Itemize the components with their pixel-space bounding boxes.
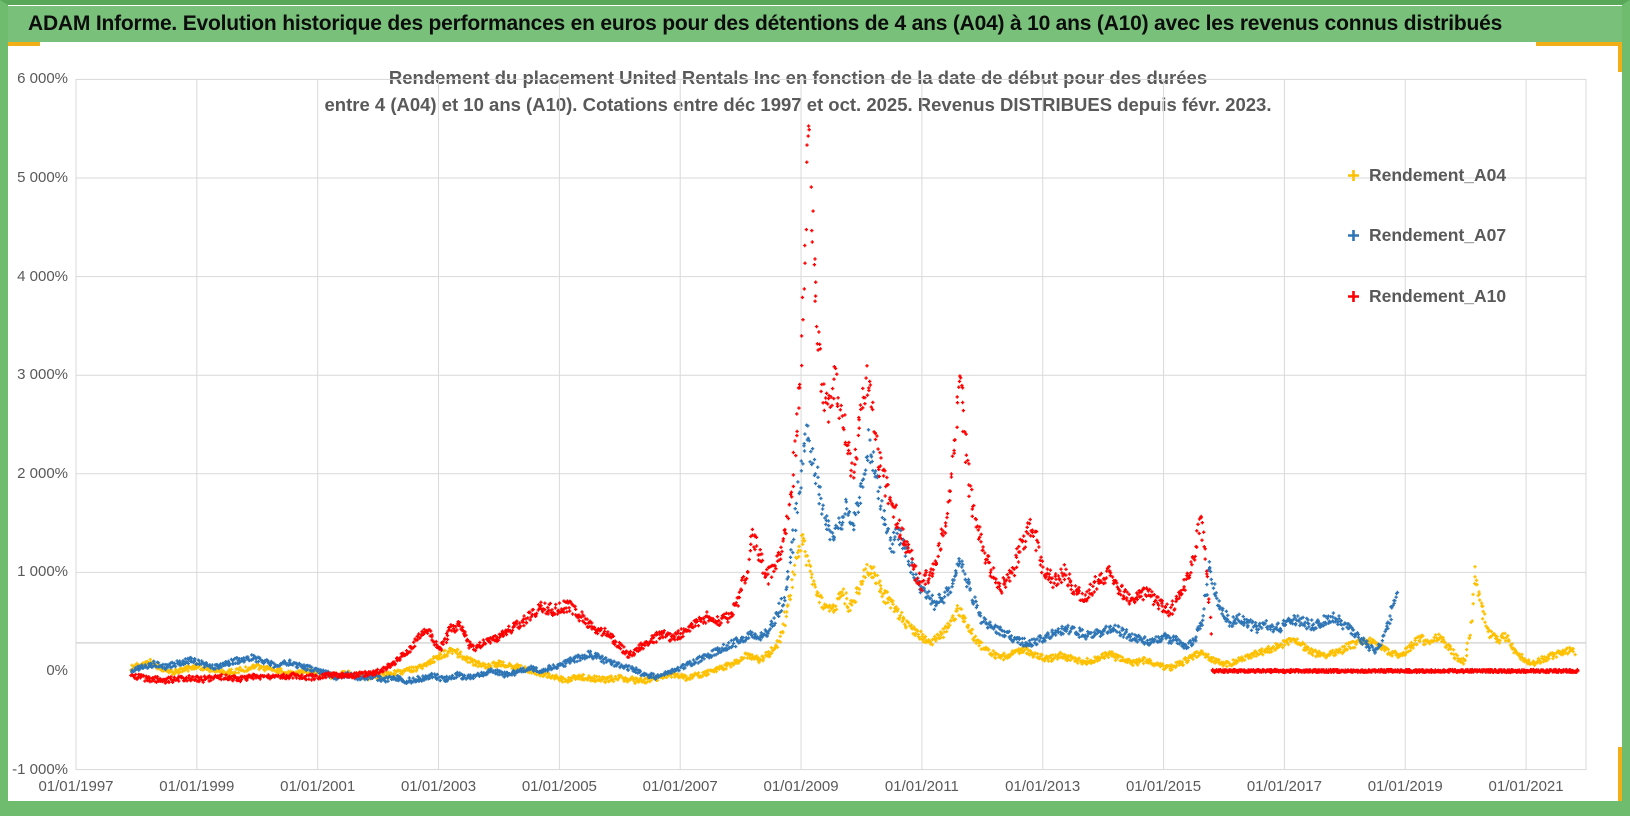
x-axis-label: 01/01/1999 [159, 777, 235, 795]
plot-area[interactable] [8, 42, 1622, 806]
series-rendement_a04[interactable] [129, 533, 1577, 685]
chart-title-line1: Rendement du placement United Rentals In… [388, 67, 1208, 88]
y-axis-label: -1 000% [12, 760, 68, 778]
chart-title: Rendement du placement United Rentals In… [68, 64, 1528, 118]
gold-corner-top-right-edge [1618, 42, 1622, 72]
y-axis-label: 5 000% [17, 169, 68, 186]
y-axis-label: 4 000% [17, 267, 68, 285]
y-axis-label: 1 000% [17, 563, 68, 581]
x-axis-label: 01/01/2013 [1005, 777, 1081, 795]
gold-corner-top-right [1536, 42, 1622, 46]
x-axis-label: 01/01/2005 [521, 777, 597, 795]
series-rendement_a10[interactable] [129, 124, 1580, 685]
x-axis-label: 01/01/2011 [884, 777, 959, 795]
x-axis-label: 01/01/1997 [38, 777, 114, 795]
plus-marker-icon [1348, 169, 1359, 181]
gold-corner-top-left [8, 42, 40, 46]
y-axis-label: 0% [46, 662, 68, 679]
x-axis-label: 01/01/2015 [1126, 777, 1202, 795]
gold-corner-bottom-right-edge [1618, 747, 1622, 801]
chart-title-line2: entre 4 (A04) et 10 ans (A10). Cotations… [324, 94, 1272, 115]
x-axis-label: 01/01/2007 [642, 777, 718, 795]
legend-label: Rendement_A04 [1369, 164, 1507, 185]
chart-object[interactable]: Rendement du placement United Rentals In… [8, 42, 1622, 806]
x-axis-label: 01/01/2009 [763, 777, 839, 795]
legend-label: Rendement_A07 [1369, 225, 1507, 245]
y-axis-label: 2 000% [17, 464, 68, 482]
legend-item-a10[interactable]: Rendement_A10 [1346, 283, 1506, 309]
x-axis-label: 01/01/2017 [1246, 777, 1322, 795]
legend-item-a04[interactable]: Rendement_A04 [1346, 162, 1506, 188]
x-axis-label: 01/01/2003 [400, 777, 477, 795]
x-axis-label: 01/01/2021 [1488, 777, 1564, 795]
legend-label: Rendement_A10 [1369, 285, 1507, 306]
header-banner: ADAM Informe. Evolution historique des p… [8, 6, 1622, 42]
gold-corner-bottom-left [8, 801, 62, 806]
y-axis-label: 3 000% [17, 366, 68, 384]
x-axis-label: 01/01/2001 [280, 777, 356, 795]
plus-marker-icon [1348, 230, 1359, 241]
y-axis-label: 6 000% [17, 70, 68, 88]
legend-item-a07[interactable]: Rendement_A07 [1346, 223, 1506, 249]
plus-marker-icon [1348, 290, 1359, 302]
page-title: ADAM Informe. Evolution historique des p… [28, 12, 1503, 35]
series-rendement_a07[interactable] [130, 423, 1400, 686]
x-axis-label: 01/01/2019 [1367, 777, 1443, 795]
